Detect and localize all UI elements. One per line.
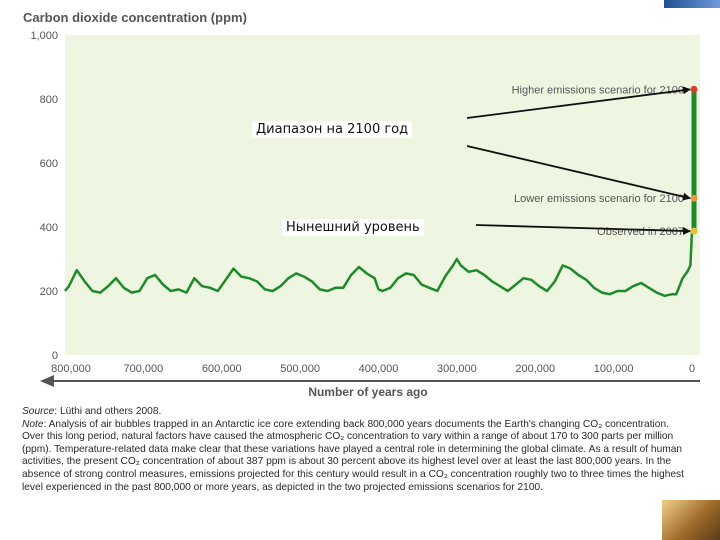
annotation-arrow (466, 86, 691, 119)
projection-marker (690, 85, 698, 93)
y-tick-label: 400 (40, 222, 58, 234)
chart-title: Carbon dioxide concentration (ppm) (23, 10, 247, 25)
note-text: : Analysis of air bubbles trapped in an … (22, 418, 684, 493)
y-tick-label: 600 (40, 158, 58, 170)
x-axis-arrow (40, 375, 700, 387)
annotation-arrow (475, 224, 691, 235)
y-tick-label: 1,000 (30, 30, 58, 42)
x-tick-label: 500,000 (280, 363, 320, 375)
caption-note: Note: Analysis of air bubbles trapped in… (22, 419, 692, 495)
y-tick-label: 200 (40, 286, 58, 298)
current-level-label: Нынешний уровень (282, 219, 424, 236)
projection-label: Observed in 2007 (597, 226, 684, 238)
source-text: : Lüthi and others 2008. (54, 406, 162, 417)
x-axis-label: Number of years ago (308, 385, 427, 399)
x-tick-label: 0 (689, 363, 695, 375)
y-axis-ticks: 0 200 400 600 800 1,000 (30, 30, 58, 362)
y-tick-label: 800 (40, 94, 58, 106)
projection-label: Higher emissions scenario for 2100 (512, 84, 684, 96)
corner-decoration (662, 500, 720, 540)
plot-background (65, 35, 700, 355)
x-tick-label: 200,000 (515, 363, 555, 375)
x-tick-label: 400,000 (359, 363, 399, 375)
source-key: Source (22, 406, 55, 417)
range-2100-label: Диапазон на 2100 год (252, 121, 413, 138)
projection-markers: Higher emissions scenario for 2100 Lower … (512, 84, 698, 238)
projection-label: Lower emissions scenario for 2100 (514, 193, 684, 205)
corner-decoration-top (664, 0, 720, 8)
caption-source: Source: Lüthi and others 2008. (22, 406, 692, 419)
figure-caption: Source: Lüthi and others 2008. Note: Ana… (22, 406, 692, 494)
x-tick-label: 100,000 (594, 363, 634, 375)
x-tick-label: 800,000 (51, 363, 91, 375)
co2-series-line (64, 231, 694, 298)
annotation-arrow (466, 145, 691, 201)
annotation-arrows (466, 86, 691, 235)
x-tick-label: 300,000 (437, 363, 477, 375)
y-tick-label: 0 (52, 350, 58, 362)
x-axis-ticks: 800,000 700,000 600,000 500,000 400,000 300,0… (51, 363, 695, 375)
x-tick-label: 600,000 (202, 363, 242, 375)
projection-marker (690, 194, 698, 202)
projection-marker (690, 227, 698, 235)
x-tick-label: 700,000 (123, 363, 163, 375)
note-key: Note (22, 418, 44, 430)
